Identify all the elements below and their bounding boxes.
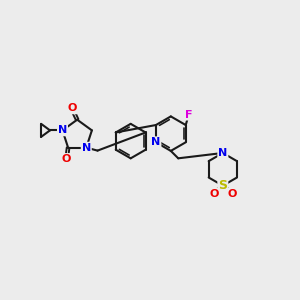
Text: O: O (227, 189, 236, 199)
Text: N: N (82, 142, 91, 153)
Text: N: N (218, 148, 227, 158)
Text: O: O (209, 189, 219, 199)
Text: O: O (62, 154, 71, 164)
Text: N: N (151, 137, 160, 147)
Text: O: O (67, 103, 76, 113)
Text: N: N (58, 125, 67, 135)
Text: F: F (185, 110, 193, 120)
Text: S: S (218, 179, 227, 192)
